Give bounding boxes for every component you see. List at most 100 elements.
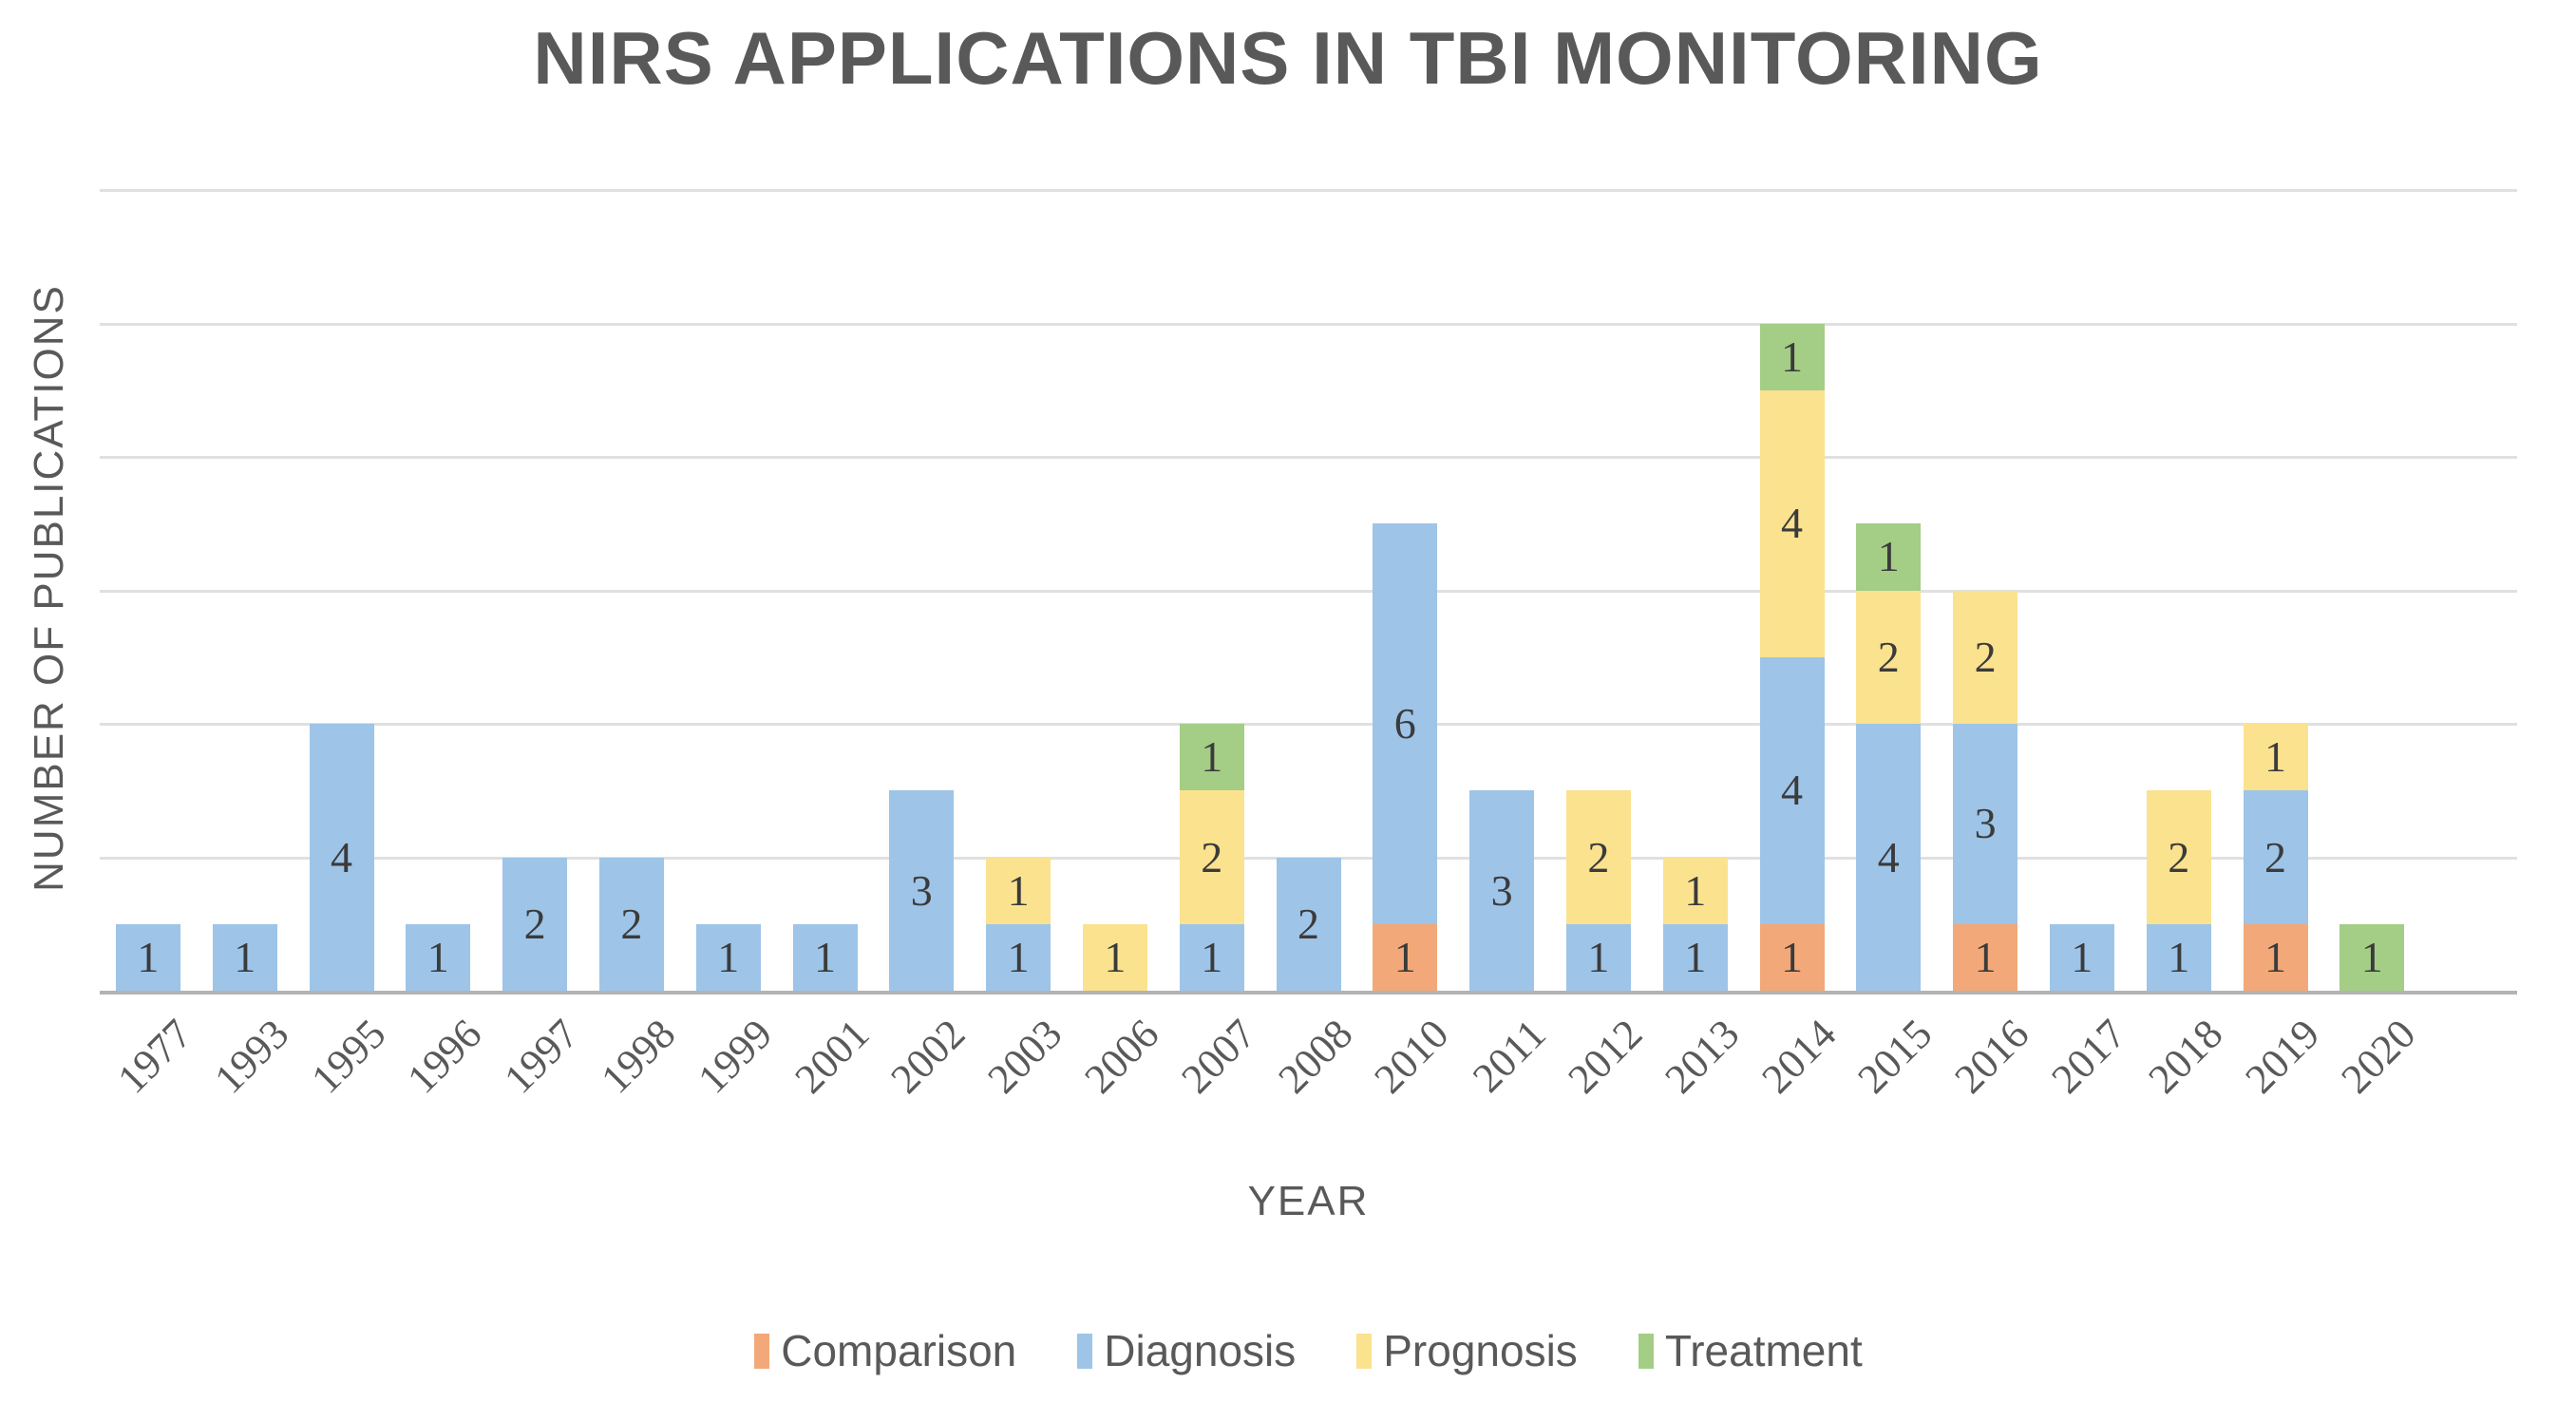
- bar: 2 3 1: [1953, 590, 2018, 991]
- bar-segment-diagnosis: 4: [1856, 724, 1922, 991]
- bar-segment-diagnosis: 1: [2049, 923, 2114, 991]
- bar-segment-diagnosis: 1: [1662, 923, 1728, 991]
- bar: 1: [1082, 923, 1147, 991]
- bar-segment-label: 2: [2264, 832, 2286, 881]
- bar: 1: [792, 923, 858, 991]
- x-tick-label: 2007: [1172, 1010, 1265, 1103]
- bar: 2: [1276, 857, 1341, 991]
- x-tick-label: 1977: [108, 1010, 201, 1103]
- bar-segment-treatment: 1: [2339, 923, 2405, 991]
- legend-item-treatment: Treatment: [1638, 1325, 1863, 1376]
- bar-segment-label: 1: [1393, 932, 1416, 981]
- bar-segment-label: 1: [1201, 732, 1223, 782]
- x-tick-label: 2001: [785, 1010, 878, 1103]
- bar-segment-prognosis: 2: [2146, 790, 2211, 924]
- bar-segment-diagnosis: 1: [115, 923, 180, 991]
- bar-segment-label: 3: [1974, 799, 1997, 848]
- bar-segment-label: 1: [137, 932, 160, 981]
- bar-segment-prognosis: 1: [986, 857, 1051, 924]
- bar-segment-label: 2: [2168, 832, 2190, 881]
- legend-item-prognosis: Prognosis: [1356, 1325, 1578, 1376]
- bar: 1 2 1: [1179, 724, 1244, 991]
- x-tick-label: 1996: [398, 1010, 491, 1103]
- bar: 3: [889, 790, 955, 991]
- x-tick-label: 2012: [1559, 1010, 1652, 1103]
- bar: 1 4 4 1: [1759, 323, 1825, 991]
- bar-segment-comparison: 1: [1373, 923, 1438, 991]
- bar: 1: [2049, 923, 2114, 991]
- legend-swatch: [1638, 1333, 1654, 1369]
- bar-segment-prognosis: 2: [1179, 790, 1244, 924]
- bar: 4: [309, 724, 374, 991]
- bar-segment-label: 1: [1587, 932, 1610, 981]
- legend-label: Prognosis: [1383, 1326, 1578, 1375]
- bar-segment-label: 3: [1490, 865, 1513, 915]
- x-tick-label: 1995: [301, 1010, 394, 1103]
- bar-segment-label: 1: [2360, 932, 2383, 981]
- x-tick-label: 2010: [1365, 1010, 1458, 1103]
- bar-segment-label: 2: [1297, 899, 1319, 948]
- legend-swatch: [754, 1333, 770, 1369]
- bar-segment-prognosis: 1: [1662, 857, 1728, 924]
- bar-segment-label: 4: [1877, 832, 1900, 881]
- bar-segment-label: 1: [1201, 932, 1223, 981]
- x-axis-line: [100, 991, 2517, 995]
- bar-segment-diagnosis: 2: [598, 857, 664, 991]
- x-tick-label: 1993: [205, 1010, 298, 1103]
- gridline: [100, 189, 2517, 192]
- bar-segment-comparison: 1: [1953, 923, 2018, 991]
- bar-segment-diagnosis: 3: [1469, 790, 1535, 991]
- bar-segment-label: 1: [1877, 532, 1900, 581]
- x-tick-label: 2003: [978, 1010, 1071, 1103]
- bar-segment-label: 4: [1781, 499, 1803, 548]
- bar-segment-diagnosis: 1: [1565, 923, 1631, 991]
- bar-segment-diagnosis: 1: [695, 923, 761, 991]
- x-tick-label: 2011: [1463, 1010, 1555, 1102]
- bar-segment-label: 1: [426, 932, 449, 981]
- bar-segment-label: 1: [1974, 932, 1997, 981]
- gridline: [100, 456, 2517, 459]
- bar-segment-label: 2: [1587, 832, 1610, 881]
- bar: 1 2 4: [1856, 523, 1922, 991]
- x-tick-label: 2019: [2235, 1010, 2328, 1103]
- legend-item-diagnosis: Diagnosis: [1077, 1325, 1296, 1376]
- x-tick-label: 2018: [2139, 1010, 2232, 1103]
- bar-segment-label: 1: [1781, 932, 1803, 981]
- bar-segment-diagnosis: 2: [2243, 790, 2308, 924]
- bar-segment-label: 1: [2264, 932, 2286, 981]
- x-tick-label: 2016: [1945, 1010, 2038, 1103]
- bar-segment-diagnosis: 6: [1373, 523, 1438, 924]
- bar: 1: [695, 923, 761, 991]
- x-tick-label: 2020: [2332, 1010, 2425, 1103]
- bar-segment-prognosis: 2: [1565, 790, 1631, 924]
- x-tick-label: 2014: [1752, 1010, 1845, 1103]
- bar-segment-label: 3: [910, 865, 933, 915]
- bar-segment-prognosis: 4: [1759, 389, 1825, 657]
- x-tick-label: 1998: [592, 1010, 685, 1103]
- bar-segment-label: 1: [814, 932, 836, 981]
- bar-segment-label: 1: [1007, 865, 1030, 915]
- bar-segment-label: 1: [1104, 932, 1127, 981]
- bar-segment-prognosis: 1: [1082, 923, 1147, 991]
- bar: 1: [2339, 923, 2405, 991]
- legend-item-comparison: Comparison: [754, 1325, 1016, 1376]
- bar-segment-label: 6: [1393, 699, 1416, 748]
- x-tick-label: 1997: [495, 1010, 588, 1103]
- bar-segment-label: 1: [1007, 932, 1030, 981]
- bar: 1: [115, 923, 180, 991]
- bar-segment-label: 1: [1781, 332, 1803, 381]
- x-tick-label: 2015: [1848, 1010, 1941, 1103]
- legend: Comparison Diagnosis Prognosis Treatment: [100, 1325, 2517, 1376]
- bar-segment-label: 1: [234, 932, 256, 981]
- bar: 2: [502, 857, 568, 991]
- bar-segment-label: 1: [1684, 865, 1707, 915]
- x-axis-title: YEAR: [1247, 1178, 1370, 1224]
- bar-segment-treatment: 1: [1856, 523, 1922, 591]
- bar-segment-prognosis: 2: [1953, 590, 2018, 724]
